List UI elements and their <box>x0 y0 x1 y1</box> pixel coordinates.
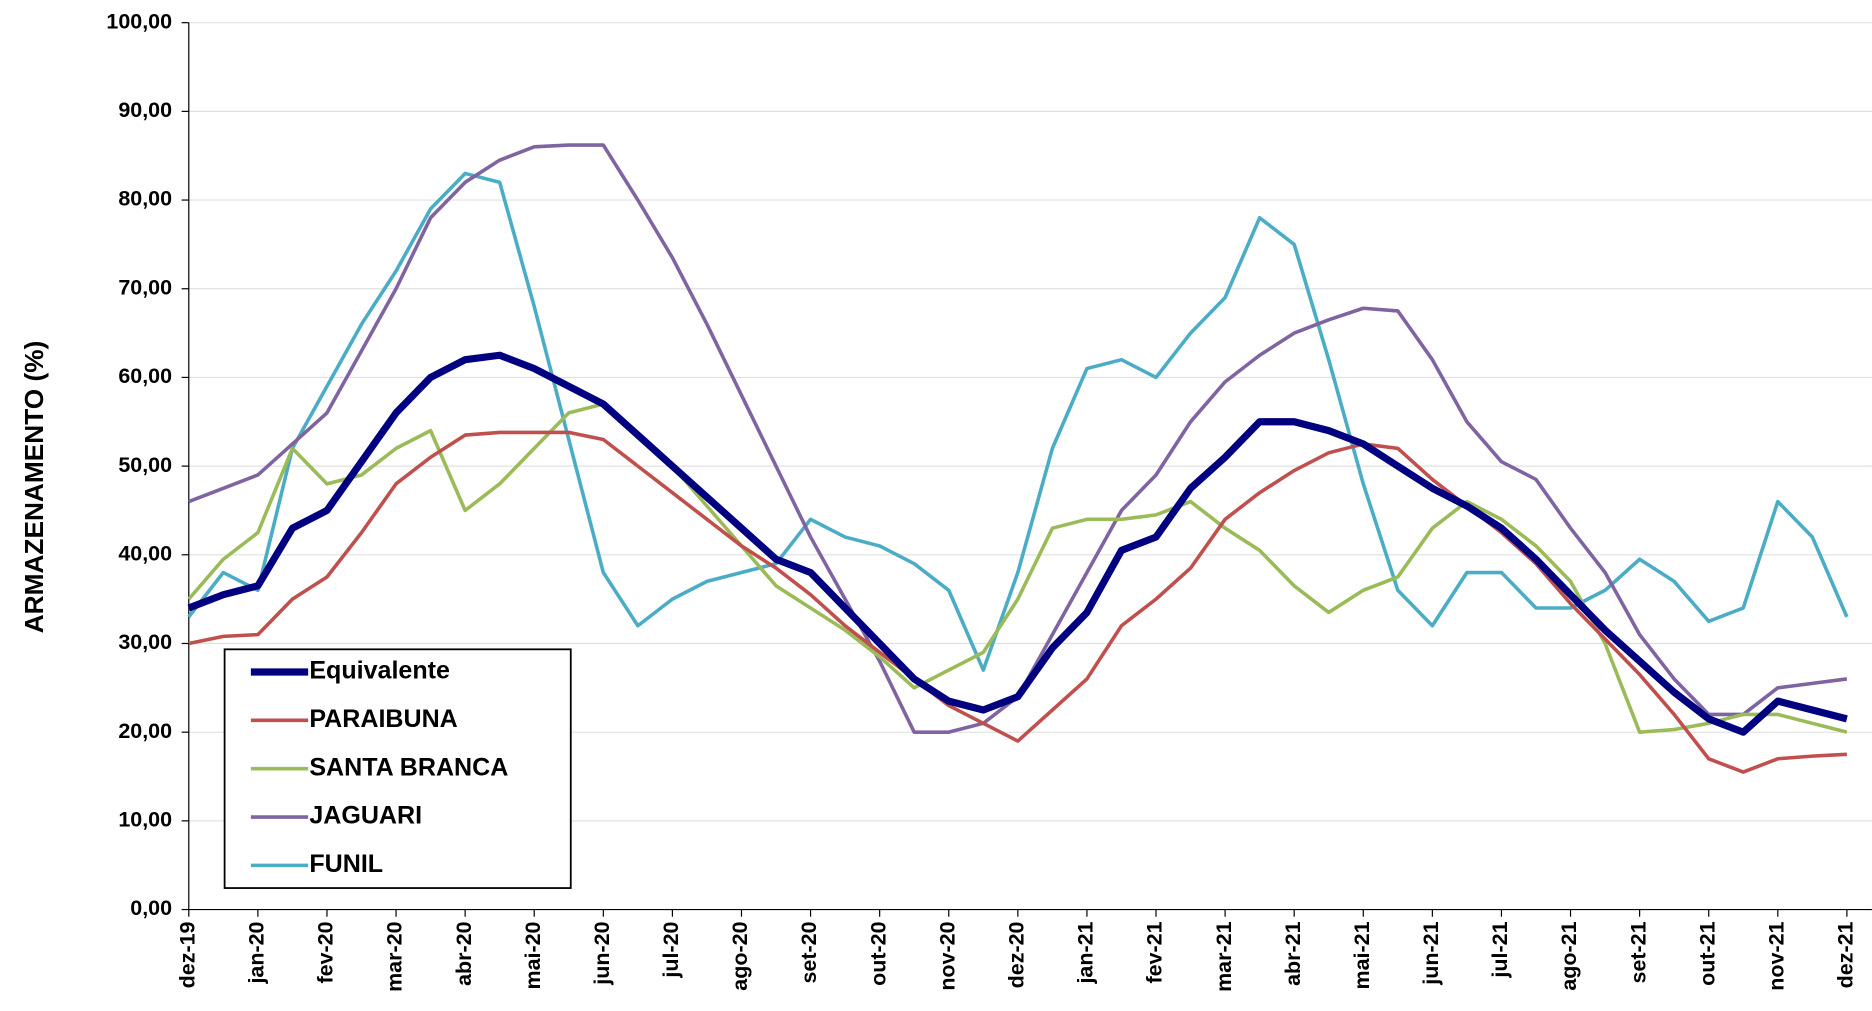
x-tick-label: out-21 <box>1695 921 1719 985</box>
x-tick-label: fev-20 <box>314 921 338 983</box>
series-line <box>187 351 1848 736</box>
x-tick-label: mai-21 <box>1350 921 1374 989</box>
x-tick-label: fev-21 <box>1143 921 1167 983</box>
x-tick-label: set-21 <box>1626 921 1650 983</box>
y-tick-label: 0,00 <box>130 896 172 920</box>
y-tick-label: 90,00 <box>118 98 172 122</box>
x-tick-label: jun-20 <box>590 921 614 985</box>
x-tick-label: ago-21 <box>1557 921 1581 990</box>
x-tick-label: dez-19 <box>175 921 199 988</box>
y-tick-label: 40,00 <box>118 541 172 565</box>
x-tick-label: set-20 <box>797 921 821 983</box>
series-line <box>187 171 1849 672</box>
legend-label: FUNIL <box>309 850 383 878</box>
x-tick-label: abr-21 <box>1281 921 1305 985</box>
series-line <box>188 430 1847 774</box>
legend-label: SANTA BRANCA <box>309 753 508 781</box>
series-line <box>188 143 1848 734</box>
legend-label: JAGUARI <box>309 802 422 830</box>
y-tick-label: 10,00 <box>118 808 172 832</box>
x-tick-label: nov-21 <box>1764 921 1788 990</box>
x-tick-label: ago-20 <box>728 921 752 990</box>
x-tick-label: jul-21 <box>1488 921 1512 978</box>
x-tick-label: mar-21 <box>1212 921 1236 991</box>
x-tick-label: mai-20 <box>521 921 545 989</box>
y-tick-label: 100,00 <box>106 9 172 33</box>
y-tick-label: 60,00 <box>118 364 172 388</box>
x-tick-label: dez-20 <box>1005 921 1029 988</box>
legend-label: Equivalente <box>309 657 450 685</box>
x-tick-label: out-20 <box>866 921 890 985</box>
y-tick-label: 50,00 <box>118 453 172 477</box>
x-tick-label: jul-20 <box>659 921 683 978</box>
series-line <box>187 402 1848 734</box>
y-tick-label: 80,00 <box>118 187 172 211</box>
legend-label: PARAIBUNA <box>309 705 457 733</box>
x-tick-label: mar-20 <box>383 921 407 991</box>
y-tick-label: 70,00 <box>118 275 172 299</box>
x-tick-label: jan-20 <box>245 921 269 984</box>
x-tick-label: nov-20 <box>935 921 959 990</box>
x-tick-label: abr-20 <box>452 921 476 985</box>
y-tick-label: 20,00 <box>118 719 172 743</box>
y-axis-label: ARMAZENAMENTO (%) <box>19 341 49 634</box>
y-tick-label: 30,00 <box>118 630 172 654</box>
x-tick-label: jun-21 <box>1419 921 1443 985</box>
x-tick-label: dez-21 <box>1834 921 1858 988</box>
x-tick-label: jan-21 <box>1074 921 1098 984</box>
